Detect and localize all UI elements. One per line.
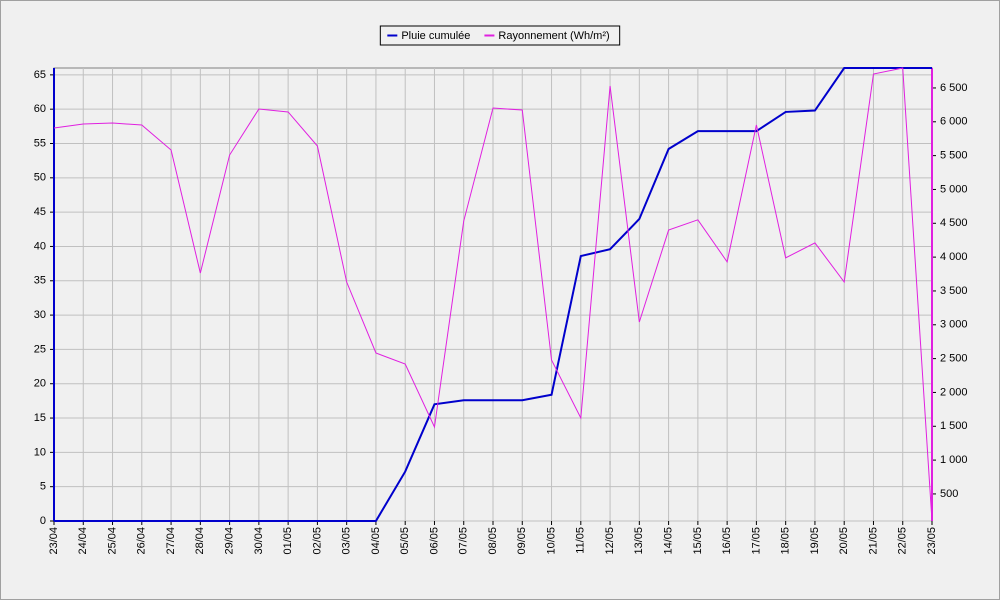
y-tick-label: 5 bbox=[40, 481, 46, 493]
legend-label: Rayonnement (Wh/m²) bbox=[498, 30, 609, 42]
x-tick-label: 30/04 bbox=[253, 527, 265, 555]
y2-tick-label: 3 000 bbox=[940, 319, 968, 331]
legend-label: Pluie cumulée bbox=[401, 30, 470, 42]
y2-tick-label: 1 000 bbox=[940, 454, 968, 466]
series-line bbox=[53, 67, 933, 522]
x-tick-label: 19/05 bbox=[809, 527, 821, 555]
x-tick-label: 23/05 bbox=[926, 527, 938, 555]
x-tick-label: 13/05 bbox=[633, 527, 645, 555]
y-tick-label: 45 bbox=[34, 206, 46, 218]
y-tick-label: 35 bbox=[34, 275, 46, 287]
y-tick-label: 60 bbox=[34, 103, 46, 115]
x-tick-label: 17/05 bbox=[750, 527, 762, 555]
y2-tick-label: 4 500 bbox=[940, 217, 968, 229]
y-tick-label: 55 bbox=[34, 137, 46, 149]
x-tick-label: 03/05 bbox=[341, 527, 353, 555]
x-tick-label: 22/05 bbox=[897, 527, 909, 555]
x-tick-label: 24/04 bbox=[77, 527, 89, 555]
x-tick-label: 02/05 bbox=[311, 527, 323, 555]
y-tick-label: 10 bbox=[34, 446, 46, 458]
y-tick-label: 40 bbox=[34, 240, 46, 252]
y-tick-label: 15 bbox=[34, 412, 46, 424]
x-tick-label: 26/04 bbox=[136, 527, 148, 555]
x-tick-label: 28/04 bbox=[194, 527, 206, 555]
y2-tick-label: 6 000 bbox=[940, 116, 968, 128]
y-tick-label: 20 bbox=[34, 378, 46, 390]
y2-tick-label: 6 500 bbox=[940, 82, 968, 94]
y2-tick-label: 2 500 bbox=[940, 353, 968, 365]
y2-tick-label: 3 500 bbox=[940, 285, 968, 297]
y-tick-label: 30 bbox=[34, 309, 46, 321]
x-tick-label: 20/05 bbox=[838, 527, 850, 555]
x-tick-label: 05/05 bbox=[399, 527, 411, 555]
x-tick-label: 18/05 bbox=[780, 527, 792, 555]
y2-tick-label: 5 000 bbox=[940, 183, 968, 195]
y2-tick-label: 2 000 bbox=[940, 386, 968, 398]
x-tick-label: 14/05 bbox=[663, 527, 675, 555]
x-tick-label: 06/05 bbox=[428, 527, 440, 555]
y2-tick-label: 5 500 bbox=[940, 150, 968, 162]
y-tick-label: 65 bbox=[34, 69, 46, 81]
x-tick-label: 23/04 bbox=[48, 527, 60, 555]
legend-box bbox=[379, 25, 621, 46]
x-tick-label: 10/05 bbox=[545, 527, 557, 555]
y-tick-label: 25 bbox=[34, 343, 46, 355]
x-tick-label: 01/05 bbox=[282, 527, 294, 555]
y2-tick-label: 1 500 bbox=[940, 420, 968, 432]
x-tick-label: 29/04 bbox=[224, 527, 236, 555]
x-tick-label: 12/05 bbox=[604, 527, 616, 555]
x-tick-label: 04/05 bbox=[370, 527, 382, 555]
x-tick-label: 07/05 bbox=[458, 527, 470, 555]
x-tick-label: 21/05 bbox=[867, 527, 879, 555]
x-tick-label: 11/05 bbox=[575, 527, 587, 554]
x-tick-label: 15/05 bbox=[692, 527, 704, 555]
x-tick-label: 09/05 bbox=[516, 527, 528, 555]
x-tick-label: 25/04 bbox=[106, 527, 118, 555]
x-tick-label: 27/04 bbox=[165, 527, 177, 555]
x-tick-label: 08/05 bbox=[487, 527, 499, 555]
series-line bbox=[54, 67, 932, 522]
legend: Pluie cumulée Rayonnement (Wh/m²) bbox=[379, 25, 621, 46]
x-tick-label: 16/05 bbox=[721, 527, 733, 555]
y-tick-label: 50 bbox=[34, 172, 46, 184]
y2-tick-label: 500 bbox=[940, 488, 958, 500]
y-tick-label: 0 bbox=[40, 515, 46, 527]
y2-tick-label: 4 000 bbox=[940, 251, 968, 263]
